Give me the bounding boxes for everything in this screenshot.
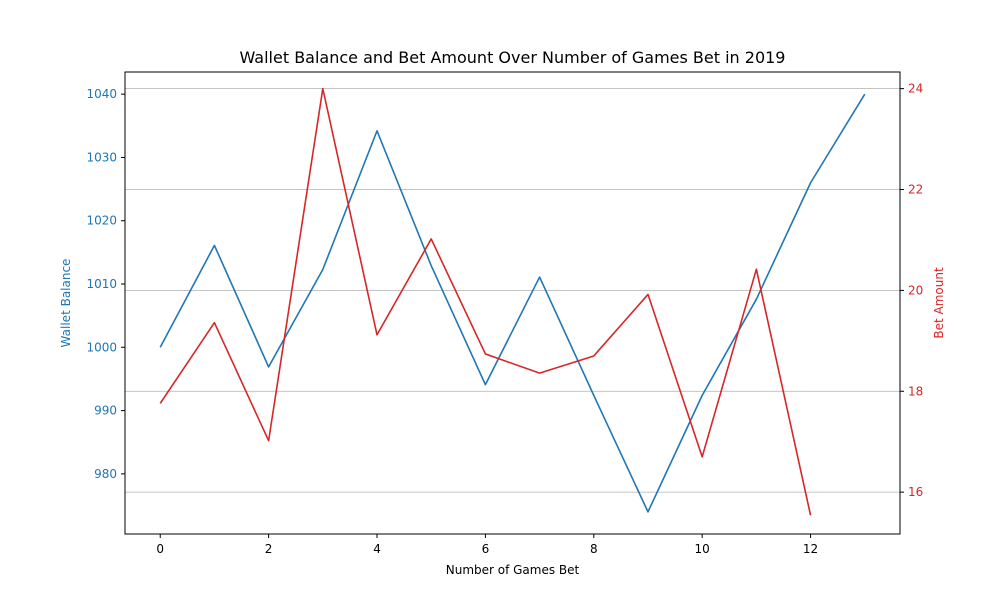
left-y-tick-label: 1000 [86,340,117,354]
right-y-tick-label: 24 [908,82,923,96]
x-tick-label: 10 [695,542,710,556]
left-y-axis-label: Wallet Balance [59,259,73,348]
right-y-axis-label: Bet Amount [932,267,946,339]
x-tick-label: 6 [482,542,490,556]
x-tick-label: 12 [803,542,818,556]
x-axis-ticks: 0 2 4 6 8 10 12 [156,534,818,556]
left-y-tick-label: 1010 [86,277,117,291]
right-y-tick-label: 16 [908,485,923,499]
left-y-axis-ticks: 980 990 1000 1010 1020 1030 1040 [86,87,125,481]
series-lines [159,87,866,516]
bet-amount-line [159,87,812,516]
left-y-tick-label: 980 [94,467,117,481]
chart-title: Wallet Balance and Bet Amount Over Numbe… [240,48,786,67]
right-y-axis-ticks: 16 18 20 22 24 [900,82,923,499]
wallet-balance-line [159,93,866,513]
left-y-tick-label: 1030 [86,150,117,164]
right-y-tick-label: 18 [908,384,923,398]
right-y-tick-label: 20 [908,283,923,297]
left-y-tick-label: 1040 [86,87,117,101]
x-tick-label: 2 [265,542,273,556]
left-y-tick-label: 990 [94,404,117,418]
right-y-tick-label: 22 [908,183,923,197]
x-tick-label: 8 [590,542,598,556]
left-y-tick-label: 1020 [86,214,117,228]
x-tick-label: 4 [373,542,381,556]
plot-frame [124,71,901,535]
x-tick-label: 0 [156,542,164,556]
x-axis-label: Number of Games Bet [446,563,580,577]
gridlines [125,88,900,493]
